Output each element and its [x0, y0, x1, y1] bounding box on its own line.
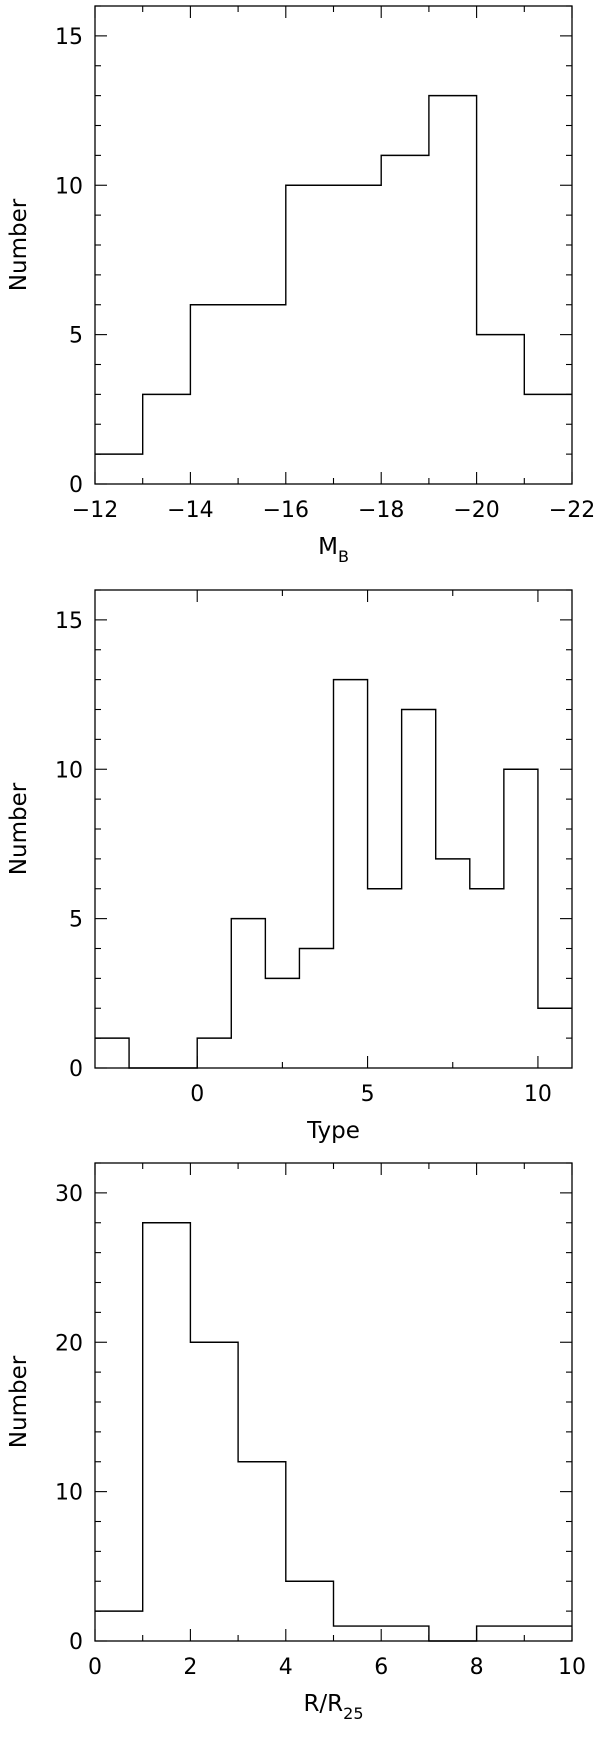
- x-tick-label: −20: [453, 498, 499, 523]
- x-tick-label: 8: [470, 1655, 484, 1680]
- x-tick-label: −12: [72, 498, 118, 523]
- x-tick-label: −22: [549, 498, 595, 523]
- y-tick-label: 10: [55, 758, 83, 783]
- y-tick-label: 0: [69, 1057, 83, 1082]
- histogram-panel-type: 0 5 10 0 5 10 15 Type Number: [6, 589, 573, 1144]
- histogram-outline: [95, 94, 572, 455]
- x-tick-label: 10: [558, 1655, 586, 1680]
- y-tick-label: 30: [55, 1182, 83, 1207]
- y-tick-label: 15: [55, 609, 83, 634]
- x-tick-label: 0: [190, 1082, 204, 1107]
- y-tick-label: 0: [69, 1630, 83, 1655]
- x-axis-label-main: Type: [306, 1118, 360, 1144]
- y-tick-label: 15: [55, 25, 83, 50]
- y-axis-label: Number: [6, 198, 32, 291]
- x-axis-label: Type: [306, 1118, 360, 1144]
- y-tick-label: 10: [55, 1481, 83, 1506]
- y-tick-label: 20: [55, 1331, 83, 1356]
- x-tick-label: 0: [88, 1655, 102, 1680]
- histogram-outline: [95, 1222, 572, 1642]
- plot-frame: [94, 5, 573, 485]
- x-axis-label-main: R/R: [303, 1691, 343, 1717]
- y-tick-label: 5: [69, 908, 83, 933]
- x-axis-label-subscript: 25: [343, 1704, 363, 1723]
- y-tick-label: 5: [69, 324, 83, 349]
- x-tick-label: 5: [361, 1082, 375, 1107]
- plot-frame: [94, 1162, 573, 1642]
- x-tick-label: −16: [263, 498, 309, 523]
- y-tick-label: 0: [69, 473, 83, 498]
- x-tick-label: 2: [183, 1655, 197, 1680]
- x-tick-label: 6: [374, 1655, 388, 1680]
- x-tick-label: 4: [279, 1655, 293, 1680]
- y-tick-label: 10: [55, 174, 83, 199]
- x-tick-label: 10: [524, 1082, 552, 1107]
- x-axis-label-main: M: [318, 534, 338, 560]
- x-tick-label: −18: [358, 498, 404, 523]
- histogram-outline: [95, 678, 572, 1069]
- x-axis-label: MB: [318, 534, 349, 566]
- y-axis-label: Number: [6, 782, 32, 875]
- histogram-panel-radius: 0 2 4 6 8 10 0 10 20 30 R/R25 Number: [6, 1162, 586, 1723]
- x-axis-label: R/R25: [303, 1691, 363, 1723]
- y-axis-label: Number: [6, 1355, 32, 1448]
- x-axis-label-subscript: B: [338, 547, 349, 566]
- x-tick-label: −14: [167, 498, 213, 523]
- histogram-panel-magnitude: −12 −14 −16 −18 −20 −22 0 5 10 15 MB Number: [6, 5, 595, 566]
